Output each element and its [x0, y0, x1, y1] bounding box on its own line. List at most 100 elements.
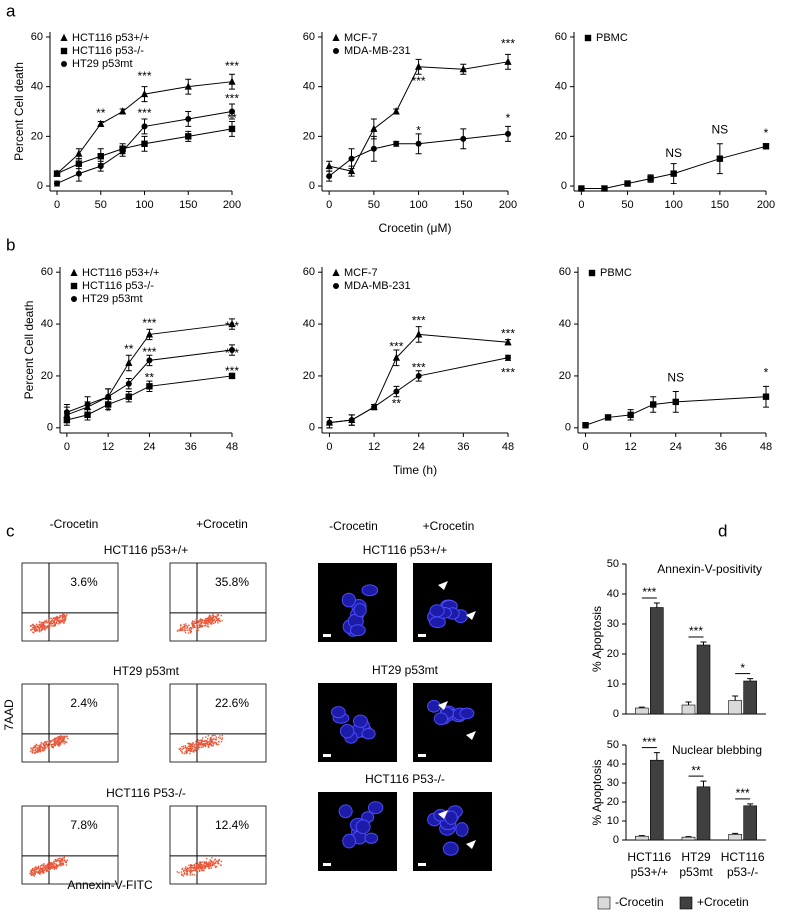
flow-event [33, 875, 36, 877]
flow-event [49, 866, 51, 868]
annotation: NS [667, 371, 684, 385]
flow-event [207, 620, 209, 623]
flow-event [209, 743, 211, 745]
flow-event [202, 867, 204, 870]
flow-event [30, 629, 32, 631]
flow-event [205, 743, 207, 745]
x-tick-label: 0 [578, 199, 584, 211]
flow-event [34, 625, 36, 627]
flow-event [185, 749, 188, 751]
series-line [66, 323, 233, 416]
flow-event [220, 864, 222, 867]
x-tick-label: 48 [226, 441, 238, 453]
quadrant-percent: 22.6% [215, 696, 249, 710]
marker [141, 123, 148, 130]
flow-event [196, 870, 199, 873]
flow-event [59, 857, 61, 860]
flow-event [188, 627, 191, 630]
flow-event [57, 865, 59, 867]
x-tick-label: 0 [326, 441, 332, 453]
legend-label: +Crocetin [697, 895, 749, 909]
flow-event [215, 739, 217, 741]
flow-event [46, 743, 48, 745]
flow-event [30, 870, 32, 873]
flow-event [61, 737, 63, 739]
flow-event [190, 867, 192, 870]
flow-event [199, 619, 201, 621]
flow-event [48, 622, 50, 624]
flow-event [53, 865, 56, 867]
flow-event [208, 864, 210, 867]
flow-event [197, 741, 200, 744]
flow-event [216, 614, 218, 616]
flow-event [60, 614, 63, 617]
legend-label: MCF-7 [344, 32, 378, 44]
flow-event [190, 866, 192, 869]
flow-event [207, 622, 209, 624]
flow-event [193, 864, 195, 866]
flow-event [211, 741, 213, 743]
flow-event [197, 747, 199, 749]
flow-event [56, 865, 58, 867]
y-tick-label: 20 [607, 796, 619, 808]
flow-event [30, 873, 33, 875]
flow-event [201, 740, 203, 742]
flow-event [38, 744, 41, 747]
flow-event [182, 745, 185, 748]
flow-event [181, 867, 184, 870]
flow-event [44, 622, 46, 624]
flow-event [39, 744, 42, 747]
panel-label: b [6, 235, 15, 254]
nucleus [442, 841, 459, 856]
flow-event [203, 740, 205, 742]
flow-event [43, 625, 45, 627]
flow-event [63, 859, 66, 861]
flow-event [204, 740, 206, 742]
flow-event [47, 746, 49, 748]
flow-event [39, 624, 41, 627]
flow-event [48, 625, 51, 627]
annotation: *** [225, 319, 239, 333]
annotation: ** [145, 371, 155, 385]
flow-event [43, 744, 46, 746]
flow-event [65, 735, 67, 738]
flow-event [46, 870, 48, 872]
y-tick-label: 20 [607, 648, 619, 660]
flow-event [198, 866, 200, 868]
flow-event [221, 734, 224, 737]
legend-label: PBMC [596, 32, 628, 44]
flow-event [44, 747, 47, 749]
flow-event [34, 747, 36, 749]
flow-event [192, 868, 195, 870]
flow-event [39, 748, 41, 750]
flow-event [208, 616, 210, 619]
flow-event [189, 752, 191, 755]
nucleus [364, 832, 379, 844]
x-tick-label: HCT116 [627, 850, 671, 864]
flow-event [188, 745, 191, 747]
marker [414, 62, 423, 70]
flow-event [54, 619, 56, 621]
flow-event [55, 737, 58, 740]
flow-event [191, 866, 193, 868]
annotation: *** [501, 327, 515, 341]
flow-event [201, 861, 204, 863]
marker [370, 124, 378, 132]
flow-event [59, 614, 61, 617]
legend-label: MDA-MB-231 [344, 45, 411, 57]
flow-event [207, 745, 210, 748]
flow-event [189, 743, 191, 746]
x-tick-label: 12 [625, 441, 637, 453]
marker [61, 61, 67, 67]
marker [762, 393, 770, 400]
error-bar [685, 701, 692, 705]
marker [332, 268, 340, 276]
flow-event [45, 741, 47, 744]
flow-event [204, 620, 207, 623]
flow-event [189, 626, 192, 629]
flow-event [189, 747, 191, 749]
flow-event [39, 873, 41, 875]
y-tick-label: 60 [555, 31, 567, 43]
flow-event [186, 867, 189, 869]
flow-event [205, 742, 208, 744]
